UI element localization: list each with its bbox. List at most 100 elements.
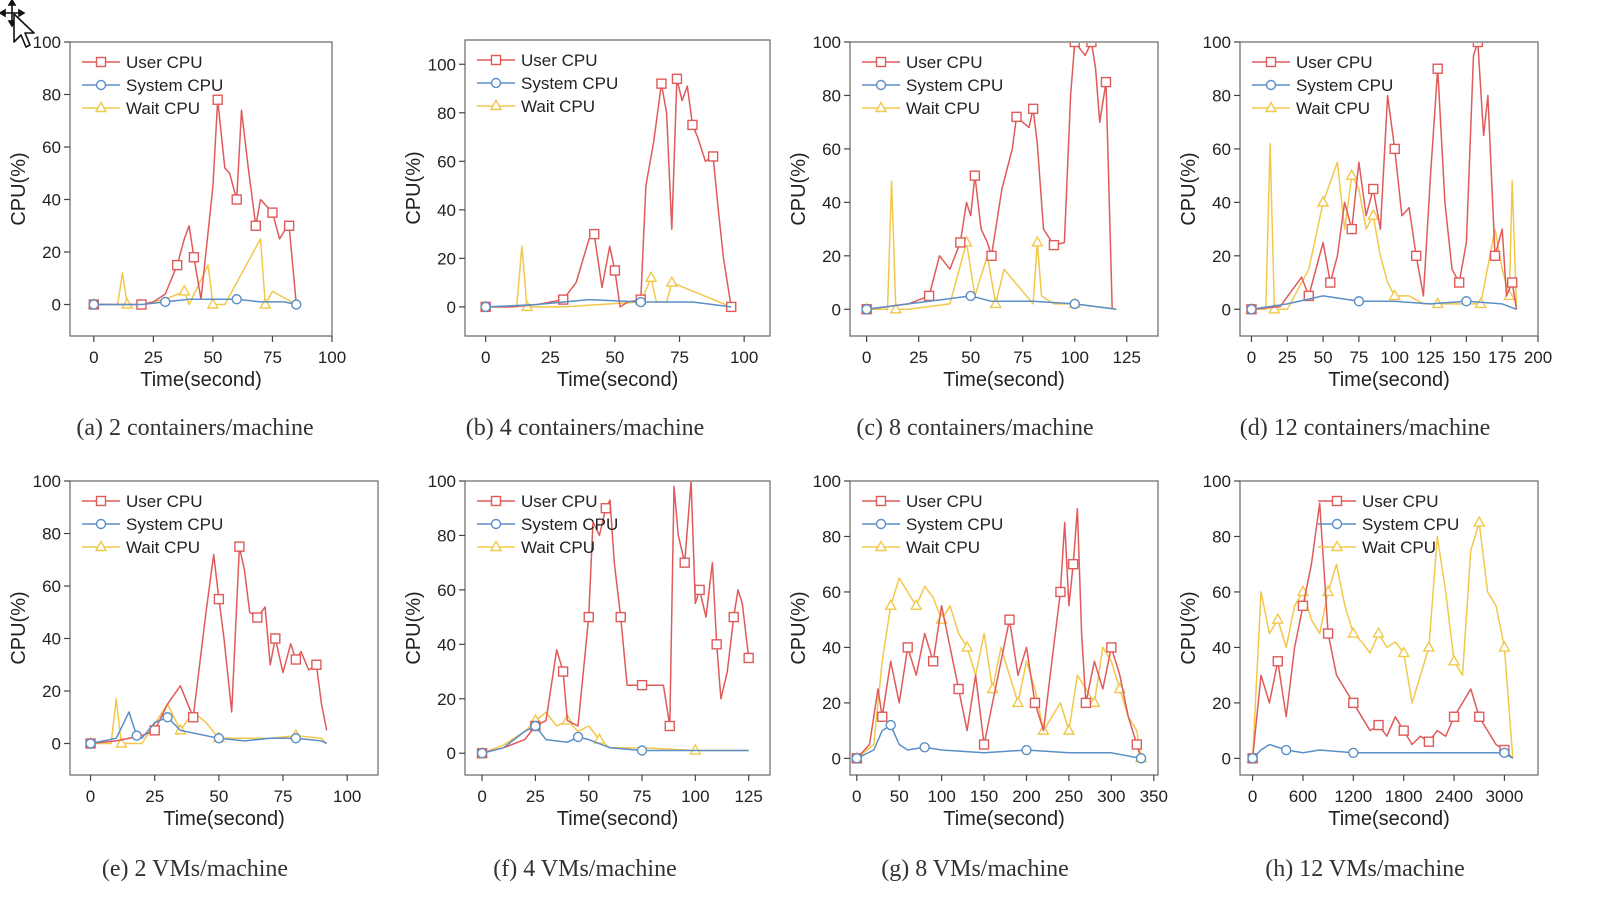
y-tick-label: 100	[813, 33, 841, 52]
data-point	[1069, 43, 1080, 48]
data-point	[1027, 103, 1039, 115]
y-tick-label: 80	[42, 525, 61, 544]
y-tick-label: 0	[832, 749, 841, 768]
data-point	[1031, 235, 1044, 247]
legend-marker	[490, 54, 502, 66]
series-line	[93, 298, 297, 306]
x-tick-label: 25	[1278, 348, 1297, 367]
plot-frame	[849, 480, 1159, 776]
x-axis-label: Time(second)	[943, 808, 1065, 830]
data-point	[989, 296, 1002, 309]
data-point	[1398, 725, 1409, 736]
x-tick-label: 0	[89, 348, 98, 367]
y-tick-label: 40	[822, 193, 841, 212]
x-tick-label: 175	[1488, 348, 1516, 367]
data-point	[231, 194, 242, 205]
data-point	[1447, 654, 1461, 666]
data-point	[679, 557, 690, 568]
data-point	[115, 736, 128, 748]
x-tick-label: 300	[1097, 787, 1125, 806]
data-point	[1411, 250, 1422, 262]
y-axis-label: CPU(%)	[1178, 591, 1200, 664]
y-tick-label: 0	[447, 744, 456, 763]
y-tick-label: 20	[42, 682, 61, 701]
chart-panel-5: 0 20 40 60 80 100 0 25 50 75 100 Time(second) CPU(%)…	[8, 472, 379, 882]
legend-marker	[94, 101, 108, 113]
x-axis-label: Time(second)	[557, 369, 679, 391]
legend-label: System CPU	[906, 515, 1003, 534]
data-point	[234, 541, 245, 552]
data-point	[1131, 739, 1142, 750]
data-point	[955, 237, 966, 248]
data-point	[689, 743, 702, 755]
y-tick-label: 60	[822, 140, 841, 159]
x-tick-label: 125	[734, 787, 762, 806]
x-tick-label: 100	[1061, 348, 1089, 367]
legend-marker	[874, 101, 888, 113]
chart-panel-1: 0 20 40 60 80 100 0 25 50 75 100 Time(second) CPU(%)…	[8, 33, 346, 441]
data-point	[1067, 559, 1079, 570]
x-tick-label: 25	[541, 348, 560, 367]
x-tick-label: 200	[1012, 787, 1040, 806]
y-tick-label: 60	[437, 581, 456, 600]
data-point	[1303, 290, 1314, 302]
x-tick-label: 100	[927, 787, 955, 806]
data-point	[960, 640, 974, 652]
y-tick-label: 40	[822, 638, 841, 657]
data-point	[1062, 723, 1076, 735]
data-point	[160, 296, 171, 308]
data-point	[1347, 626, 1360, 638]
legend-marker	[490, 518, 502, 530]
legend-marker	[875, 495, 887, 507]
panel-caption: (g) 8 VMs/machine	[881, 856, 1069, 882]
data-point	[687, 119, 698, 131]
y-tick-label: 20	[1212, 247, 1231, 266]
x-tick-label: 1800	[1385, 787, 1423, 806]
data-point	[636, 679, 648, 691]
y-tick-label: 60	[822, 583, 841, 602]
data-point	[1389, 143, 1400, 155]
data-point	[1474, 711, 1485, 722]
legend: User CPU System CPU Wait CPU	[82, 492, 223, 557]
data-point	[85, 738, 96, 749]
data-point	[476, 748, 488, 759]
data-point	[1498, 640, 1511, 652]
panel-caption: (b) 4 containers/machine	[466, 415, 705, 441]
data-point	[1069, 298, 1080, 310]
data-point	[149, 725, 160, 736]
x-tick-label: 250	[1055, 787, 1083, 806]
legend-label: Wait CPU	[1296, 99, 1370, 118]
legend-label: System CPU	[521, 515, 618, 534]
data-point	[851, 753, 862, 764]
series-system-cpu	[480, 296, 732, 313]
x-tick-label: 2400	[1435, 787, 1473, 806]
y-axis-label: CPU(%)	[403, 591, 425, 664]
legend-marker	[489, 99, 503, 111]
x-tick-label: 50	[1314, 348, 1333, 367]
series-line	[481, 711, 749, 754]
data-point	[1348, 697, 1359, 709]
y-tick-label: 80	[42, 86, 61, 105]
x-tick-label: 75	[263, 348, 282, 367]
y-tick-label: 40	[437, 201, 456, 220]
data-point	[1473, 515, 1486, 527]
x-tick-label: 75	[633, 787, 652, 806]
legend-label: User CPU	[126, 53, 203, 72]
data-point	[965, 290, 976, 302]
legend-label: User CPU	[1296, 53, 1373, 72]
data-point	[1271, 612, 1284, 624]
data-point	[1367, 208, 1380, 220]
x-tick-label: 1200	[1334, 787, 1372, 806]
data-point	[1325, 277, 1336, 288]
legend-label: Wait CPU	[1362, 538, 1436, 557]
y-tick-label: 0	[832, 300, 841, 319]
data-point	[171, 259, 183, 271]
plot-frame	[1239, 41, 1539, 337]
y-axis-label: CPU(%)	[788, 591, 810, 664]
chart-panel-7: 0 20 40 60 80 100 0 50 100 150 200 250 300 350 Time(se…	[788, 472, 1168, 882]
data-point	[707, 151, 719, 162]
data-point	[743, 652, 754, 664]
y-tick-label: 0	[1222, 300, 1231, 319]
legend-marker	[1331, 518, 1343, 530]
y-axis-label: CPU(%)	[8, 591, 30, 664]
